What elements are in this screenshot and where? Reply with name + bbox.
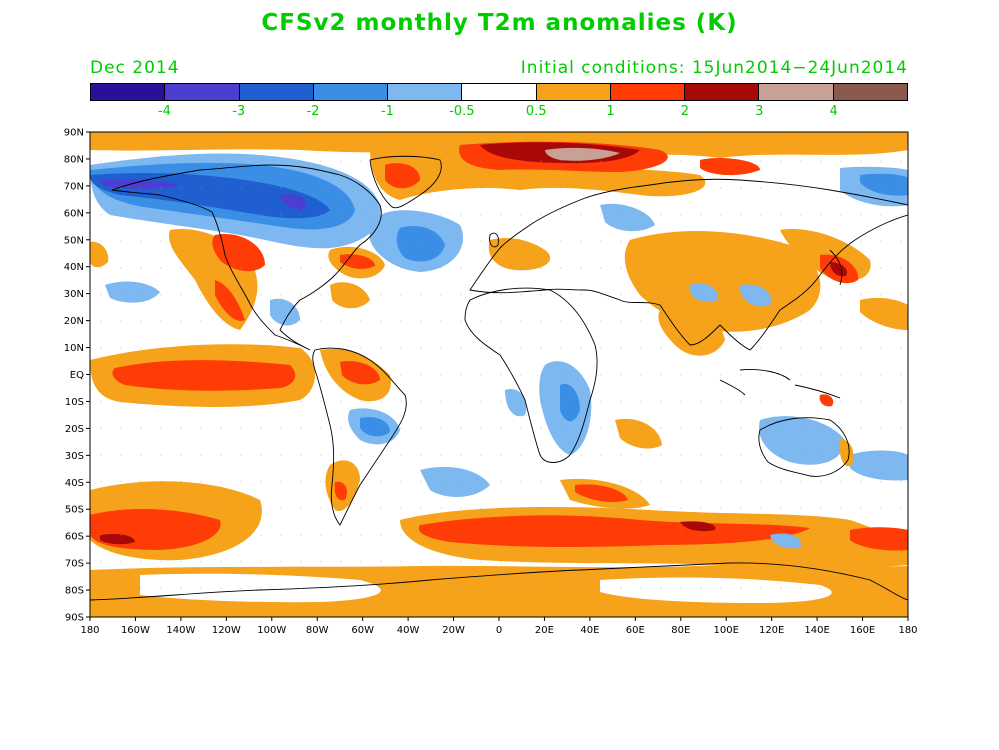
colorbar-swatch: [388, 84, 463, 100]
lat-tick-label: 40N: [64, 262, 84, 273]
grid-dots: [90, 132, 908, 617]
colorbar-swatch: [833, 84, 907, 100]
lat-tick-label: 10S: [65, 397, 84, 408]
lat-tick-label: 30S: [65, 451, 84, 462]
colorbar-tick-label: -2: [306, 104, 320, 119]
lat-tick-label: 10N: [64, 343, 84, 354]
lon-tick-label: 0: [496, 625, 502, 636]
lon-tick-label: 180: [80, 625, 99, 636]
lon-tick-label: 80W: [306, 625, 329, 636]
initial-conditions-label: Initial conditions: 15Jun2014−24Jun2014: [520, 58, 908, 78]
lon-tick-label: 40W: [397, 625, 420, 636]
lat-tick-label: 60S: [65, 532, 84, 543]
lon-tick-label: 20W: [442, 625, 465, 636]
lon-tick-label: 120E: [759, 625, 784, 636]
lon-tick-label: 180: [898, 625, 917, 636]
lon-tick-label: 80E: [671, 625, 690, 636]
lon-tick-label: 40E: [580, 625, 599, 636]
colorbar-swatch: [462, 84, 537, 100]
colorbar-tick-label: 2: [680, 104, 690, 119]
lat-tick-label: 60N: [64, 208, 84, 219]
colorbar-tick-label: -1: [380, 104, 394, 119]
lat-tick-label: 20N: [64, 316, 84, 327]
colorbar-tick-label: -3: [232, 104, 246, 119]
colorbar-tick-label: 0.5: [525, 104, 547, 119]
lat-tick-label: 80S: [65, 586, 84, 597]
lat-tick-label: 50S: [65, 505, 84, 516]
valid-month-label: Dec 2014: [90, 58, 180, 78]
lon-tick-label: 100W: [257, 625, 286, 636]
colorbar-swatch: [313, 84, 389, 100]
colorbar-tick-label: 4: [829, 104, 838, 119]
colorbar-tick-label: -0.5: [449, 104, 475, 119]
colorbar-tick-label: 1: [606, 104, 615, 119]
colorbar-swatch: [536, 84, 611, 100]
lat-tick-label: 30N: [64, 289, 84, 300]
lat-tick-label: 20S: [65, 424, 84, 435]
map-title: CFSv2 monthly T2m anomalies (K): [261, 10, 738, 36]
lat-tick-label: 40S: [65, 478, 84, 489]
lat-tick-label: 70S: [65, 559, 84, 570]
colorbar-tick-label: -4: [157, 104, 171, 119]
lon-tick-label: 60E: [626, 625, 645, 636]
lon-tick-label: 160E: [850, 625, 875, 636]
colorbar-swatch: [759, 84, 834, 100]
colorbar-tick-label: 3: [755, 104, 764, 119]
lon-tick-label: 100E: [714, 625, 739, 636]
colorbar-labels: -4 -3 -2 -1 -0.5 0.5 1 2 3 4: [90, 104, 908, 120]
colorbar-swatch: [165, 84, 240, 100]
colorbar-swatch: [685, 84, 760, 100]
lon-tick-label: 60W: [351, 625, 374, 636]
colorbar-swatch: [91, 84, 166, 100]
lon-tick-label: 160W: [121, 625, 150, 636]
lat-tick-label: 90S: [65, 613, 84, 624]
lon-tick-label: 20E: [535, 625, 554, 636]
longitude-axis: 180 160W 140W 120W 100W 80W 60W 40W 20W 0 20E 40E 60…: [80, 617, 918, 636]
lat-tick-label: 90N: [64, 128, 84, 139]
lat-tick-label: 70N: [64, 181, 84, 192]
lat-tick-label: 50N: [64, 235, 84, 246]
colorbar: [90, 83, 908, 101]
lon-tick-label: 140W: [166, 625, 195, 636]
latitude-axis: 90N 80N 70N 60N 50N 40N 30N 20N 10N EQ 10S 20S 30S 40…: [64, 128, 90, 624]
colorbar-swatch: [239, 84, 314, 100]
colorbar-swatch: [610, 84, 686, 100]
lon-tick-label: 140E: [804, 625, 829, 636]
lat-tick-label: 80N: [64, 154, 84, 165]
lat-tick-label: EQ: [70, 370, 84, 381]
lon-tick-label: 120W: [212, 625, 241, 636]
